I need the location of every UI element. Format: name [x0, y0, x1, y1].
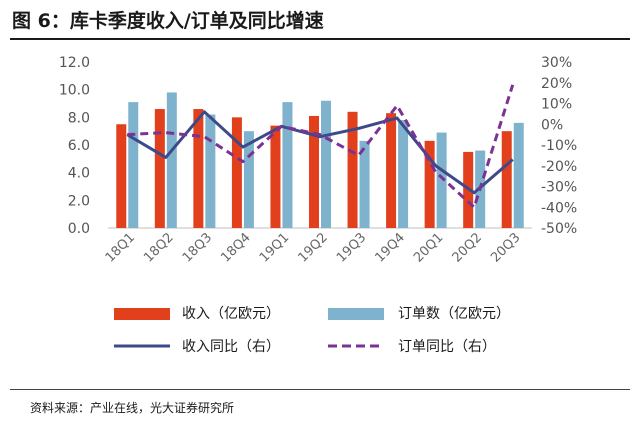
right-tick-label: -50%: [541, 221, 577, 237]
orders-bar: [166, 92, 177, 228]
revenue-bar: [501, 131, 512, 228]
revenue-bar: [116, 124, 127, 228]
left-tick-label: 6.0: [68, 138, 90, 154]
chart-title: 图 6：库卡季度收入/订单及同比增速: [12, 10, 324, 32]
x-tick-label: 18Q3: [180, 230, 215, 265]
left-tick-label: 8.0: [68, 110, 90, 126]
x-tick-label: 20Q1: [411, 230, 446, 265]
x-tick-label: 18Q1: [103, 230, 138, 265]
right-tick-label: -20%: [541, 159, 577, 175]
revenue-bar: [154, 109, 165, 228]
x-tick-label: 18Q2: [141, 230, 176, 265]
yoy-lines: [126, 84, 515, 209]
legend-label-revenue-yoy: 收入同比（右）: [182, 339, 280, 355]
right-axis-ticks: -50% -40% -30% -20% -10% 0% 10% 20% 30%: [541, 55, 577, 237]
x-tick-label: 19Q1: [257, 230, 292, 265]
legend-label-orders-yoy: 订单同比（右）: [398, 339, 496, 355]
left-tick-label: 0.0: [68, 221, 90, 237]
x-tick-label: 19Q4: [373, 230, 408, 265]
revenue-bar: [193, 109, 204, 228]
orders-bar: [398, 120, 409, 228]
right-tick-label: 0%: [541, 117, 563, 133]
orders-bar: [359, 140, 370, 228]
left-tick-label: 4.0: [68, 166, 90, 182]
left-tick-label: 10.0: [59, 83, 90, 99]
x-tick-label: 19Q2: [295, 230, 330, 265]
title-divider: [10, 38, 630, 40]
right-tick-label: -10%: [541, 138, 577, 154]
orders-bar: [128, 102, 139, 228]
legend: 收入（亿欧元） 订单数（亿欧元） 收入同比（右） 订单同比（右）: [114, 306, 510, 355]
legend-swatch-orders: [328, 308, 384, 320]
revenue-yoy-line: [126, 110, 514, 195]
bars: [116, 92, 524, 228]
revenue-bar: [270, 125, 281, 228]
right-tick-label: -30%: [541, 180, 577, 196]
plot-area: 0.0 2.0 4.0 6.0 8.0 10.0 12.0 -50% -40% -30% -20%…: [59, 55, 577, 266]
right-tick-label: -40%: [541, 200, 577, 216]
right-tick-label: 30%: [541, 55, 572, 71]
x-tick-label: 20Q2: [450, 230, 485, 265]
left-tick-label: 2.0: [68, 193, 90, 209]
left-tick-label: 12.0: [59, 55, 90, 71]
x-axis-ticks: 18Q1 18Q2 18Q3 18Q4 19Q1 19Q2 19Q3 19Q4 20Q1 20Q2…: [103, 230, 524, 265]
left-axis-ticks: 0.0 2.0 4.0 6.0 8.0 10.0 12.0: [59, 55, 90, 237]
revenue-bar: [309, 115, 319, 228]
right-tick-label: 20%: [541, 76, 572, 92]
revenue-bar: [347, 111, 358, 228]
footer-divider: [10, 389, 630, 390]
orders-bar: [513, 122, 524, 228]
orders-bar: [282, 102, 293, 228]
x-tick-label: 18Q4: [218, 230, 253, 265]
orders-bar: [321, 100, 331, 228]
x-tick-label: 20Q3: [488, 230, 523, 265]
legend-swatch-revenue: [114, 308, 170, 320]
x-tick-label: 19Q3: [334, 230, 369, 265]
legend-label-orders: 订单数（亿欧元）: [398, 306, 510, 322]
orders-bar: [436, 132, 447, 228]
source-note: 资料来源：产业在线，光大证券研究所: [30, 401, 235, 415]
revenue-bar: [386, 113, 397, 228]
right-tick-label: 10%: [541, 97, 572, 113]
legend-label-revenue: 收入（亿欧元）: [182, 306, 280, 322]
orders-bar: [243, 131, 254, 228]
revenue-bar: [231, 117, 242, 228]
orders-yoy-line: [127, 84, 515, 209]
orders-bar: [205, 114, 216, 228]
revenue-bar: [424, 140, 435, 228]
